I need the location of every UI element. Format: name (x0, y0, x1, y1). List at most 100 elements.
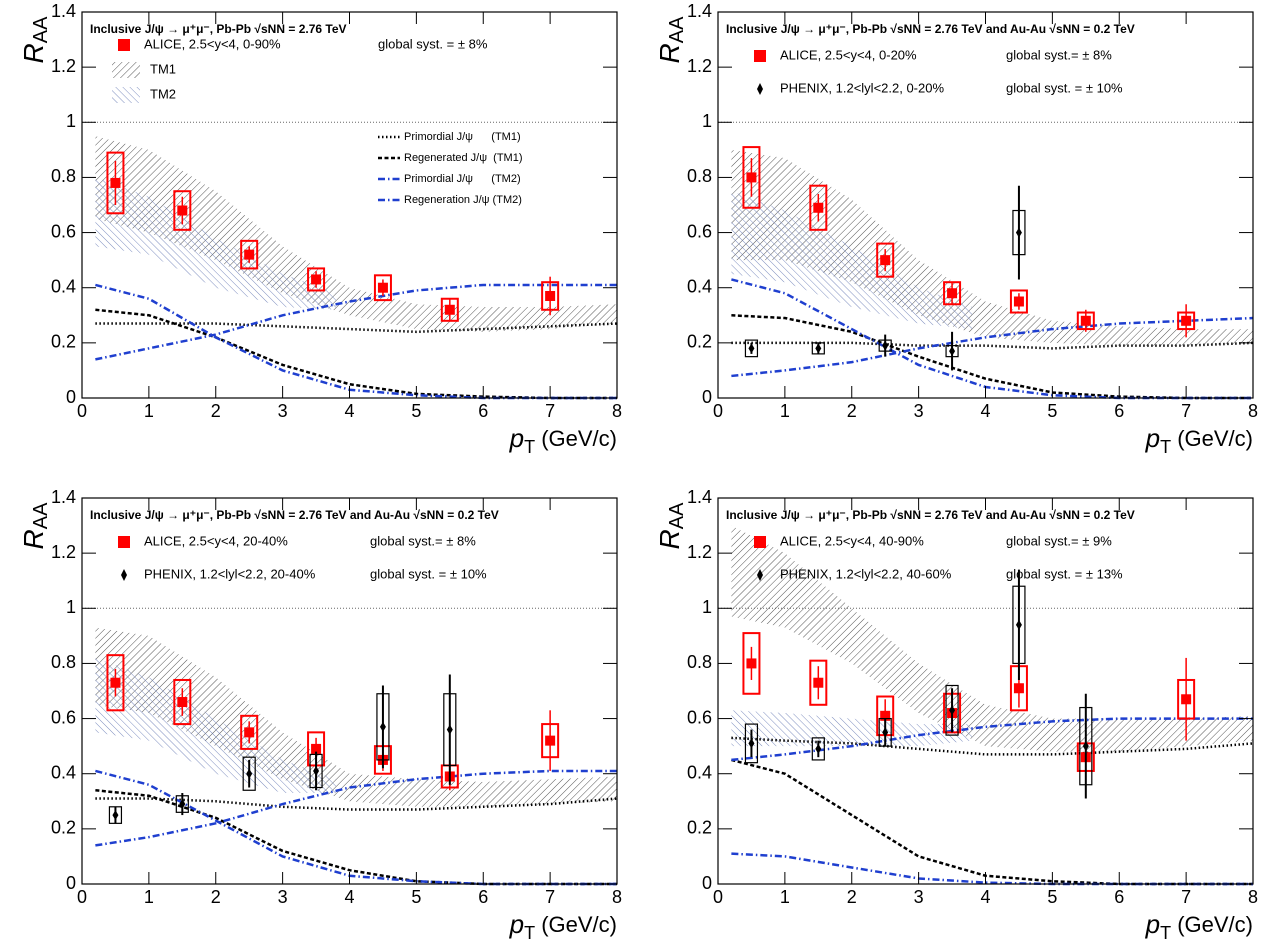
y-axis-symbol: R (18, 43, 49, 63)
model-curve (731, 717, 1253, 762)
y-tick-label: 1.2 (51, 56, 76, 76)
model-band (95, 657, 337, 794)
marker (446, 724, 453, 735)
legend-marker (757, 569, 763, 581)
marker (179, 799, 186, 810)
marker (1181, 315, 1192, 326)
x-tick-label: 8 (1248, 887, 1258, 907)
x-tick-label: 6 (1114, 887, 1124, 907)
x-tick-label: 6 (1114, 401, 1124, 421)
marker (748, 343, 755, 354)
model-curve (95, 769, 617, 847)
syst-box (1009, 289, 1028, 314)
chart-title: Inclusive J/ψ → μ⁺μ⁻, Pb-Pb √sNN = 2.76 … (726, 508, 1135, 522)
x-tick-label: 8 (612, 887, 622, 907)
marker (882, 727, 889, 738)
x-tick-label: 6 (478, 401, 488, 421)
x-axis-symbol: p (1145, 423, 1160, 453)
y-tick-label: 0.4 (51, 762, 76, 782)
marker (177, 697, 188, 708)
marker (1013, 683, 1024, 694)
marker (1082, 741, 1089, 752)
x-tick-label: 1 (780, 887, 790, 907)
x-tick-label: 3 (278, 887, 288, 907)
y-axis-sub: AA (666, 16, 688, 43)
syst-box (242, 756, 256, 791)
y-axis-symbol: R (654, 529, 685, 549)
y-axis-sub: AA (30, 502, 52, 529)
plot-frame (717, 497, 1254, 885)
plot-area (718, 121, 1254, 400)
marker (444, 304, 455, 315)
syst-box (742, 632, 761, 695)
model-band (95, 177, 337, 310)
legend-swatch (112, 62, 140, 78)
model-curve (95, 789, 617, 886)
y-axis-sub: AA (666, 502, 688, 529)
marker (1013, 296, 1024, 307)
y-tick-label: 0 (66, 387, 76, 407)
marker (244, 727, 255, 738)
y-tick-label: 1.4 (51, 1, 76, 21)
marker (545, 290, 556, 301)
x-tick-label: 0 (713, 887, 723, 907)
legend-label: Regeneration J/ψ (TM2) (404, 194, 522, 206)
x-axis-symbol: p (509, 909, 524, 939)
y-tick-label: 1 (702, 111, 712, 131)
y-tick-label: 0 (702, 387, 712, 407)
y-tick-label: 0.2 (687, 818, 712, 838)
x-tick-label: 1 (780, 401, 790, 421)
marker (110, 677, 121, 688)
model-band (731, 191, 973, 330)
y-axis-sub: AA (30, 16, 52, 43)
x-tick-label: 4 (344, 887, 354, 907)
y-tick-label: 0.8 (687, 652, 712, 672)
model-curve (95, 283, 617, 361)
y-tick-label: 0.6 (51, 221, 76, 241)
y-tick-label: 0.8 (51, 652, 76, 672)
x-tick-label: 5 (1047, 401, 1057, 421)
syst-box (106, 151, 125, 215)
syst-box (373, 274, 392, 302)
x-axis-unit: (GeV/c) (1171, 426, 1253, 451)
marker (815, 343, 822, 354)
marker (813, 677, 824, 688)
y-tick-label: 0.2 (51, 332, 76, 352)
syst-box (240, 714, 259, 750)
model-curve (95, 797, 618, 811)
chart-title: Inclusive J/ψ → μ⁺μ⁻, Pb-Pb √sNN = 2.76 … (726, 22, 1135, 36)
y-tick-label: 1 (66, 111, 76, 131)
legend-marker (757, 83, 763, 95)
syst-box (307, 267, 326, 292)
y-axis-label: RAA (18, 16, 52, 64)
y-tick-label: 0 (66, 873, 76, 893)
model-curve (95, 322, 618, 334)
y-tick-label: 0.8 (51, 166, 76, 186)
x-tick-label: 7 (1181, 887, 1191, 907)
model-curve (731, 316, 1254, 378)
legend-label: Primordial J/ψ (TM2) (404, 173, 521, 185)
model-curve (731, 736, 1254, 756)
syst-box (809, 659, 828, 706)
legend-note: global syst. = ± 13% (1006, 566, 1123, 581)
x-tick-label: 0 (77, 887, 87, 907)
y-tick-label: 0 (702, 873, 712, 893)
legend-label: ALICE, 2.5<y<4, 0-90% (144, 36, 281, 51)
legend-label: PHENIX, 1.2<lyl<2.2, 20-40% (144, 566, 316, 581)
marker (377, 282, 388, 293)
marker (748, 738, 755, 749)
y-axis-label: RAA (654, 502, 688, 550)
y-tick-label: 1.2 (687, 56, 712, 76)
chart-title: Inclusive J/ψ → μ⁺μ⁻, Pb-Pb √sNN = 2.76 … (90, 508, 499, 522)
x-axis-label: pT (GeV/c) (1145, 423, 1253, 457)
syst-box (945, 684, 959, 736)
x-tick-label: 5 (411, 887, 421, 907)
legend-marker (118, 39, 130, 51)
y-tick-label: 0.8 (687, 166, 712, 186)
syst-box (876, 242, 895, 278)
y-tick-label: 0.4 (687, 276, 712, 296)
